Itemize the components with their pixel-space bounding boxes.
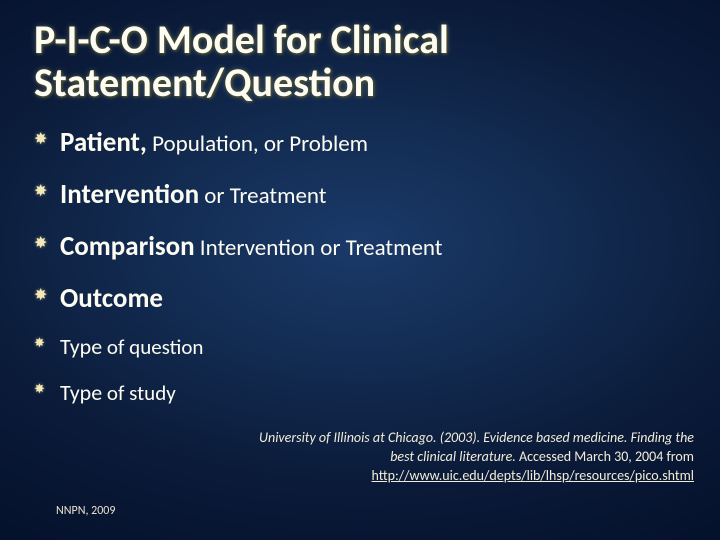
footer-text: NNPN, 2009 xyxy=(56,504,115,518)
citation-url[interactable]: http://www.uic.edu/depts/lib/lhsp/resour… xyxy=(372,467,694,484)
slide: P-I-C-O Model for Clinical Statement/Que… xyxy=(0,0,720,540)
bullet-rest: Population, or Problem xyxy=(147,130,368,158)
bullet-list: Patient, Population, or Problem Interven… xyxy=(34,126,686,406)
bullet-lead: Patient, xyxy=(60,126,147,159)
bullet-lead: Outcome xyxy=(60,282,163,315)
bullet-intervention: Intervention or Treatment xyxy=(34,178,686,212)
bullet-comparison: Comparison Intervention or Treatment xyxy=(34,230,686,264)
bullet-type-question: Type of question xyxy=(34,333,686,361)
citation: University of Illinois at Chicago. (2003… xyxy=(254,429,694,486)
bullet-lead: Type xyxy=(60,379,102,406)
bullet-rest: or Treatment xyxy=(199,182,326,210)
bullet-lead: Type xyxy=(60,333,102,360)
bullet-rest: of question xyxy=(102,334,203,360)
bullet-patient: Patient, Population, or Problem xyxy=(34,126,686,160)
bullet-lead: Comparison xyxy=(60,230,195,263)
slide-title: P-I-C-O Model for Clinical Statement/Que… xyxy=(34,18,686,104)
bullet-outcome: Outcome xyxy=(34,282,686,316)
citation-accessed: Accessed March 30, 2004 from xyxy=(516,448,694,465)
bullet-rest: Intervention or Treatment xyxy=(195,234,443,262)
bullet-rest: of study xyxy=(102,380,176,406)
bullet-lead: Intervention xyxy=(60,178,199,211)
citation-source: University of Illinois at Chicago. (2003… xyxy=(259,429,483,446)
bullet-type-study: Type of study xyxy=(34,379,686,407)
